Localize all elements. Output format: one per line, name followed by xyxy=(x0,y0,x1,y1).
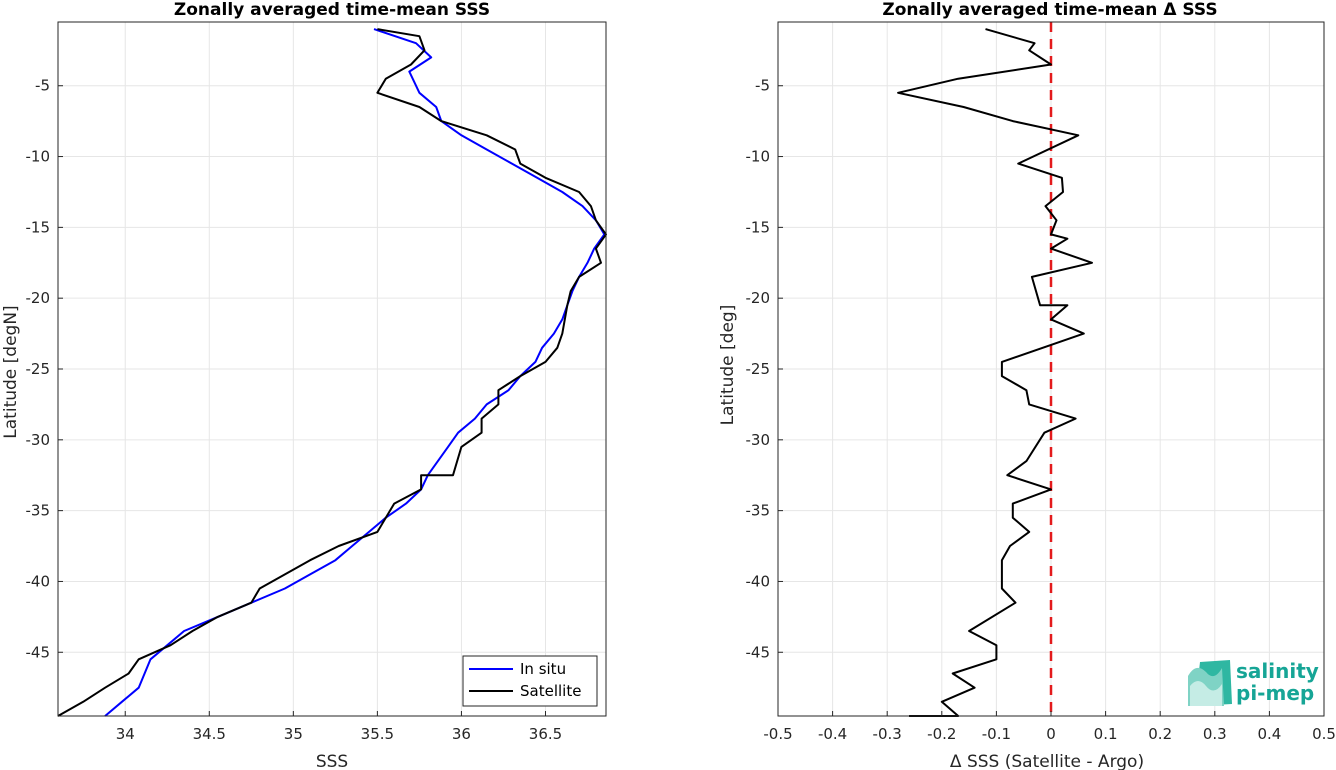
right-panel: -0.5 -0.4 -0.3 -0.2 -0.1 0 0.1 0.2 0.3 0.4 0.5 -5-… xyxy=(718,0,1336,770)
left-x-tick-label: 35.5 xyxy=(361,725,394,743)
right-y-tick-label: -10 xyxy=(746,148,771,166)
left-x-tick-label: 36.5 xyxy=(529,725,562,743)
left-y-tick-label: -30 xyxy=(26,431,51,449)
right-series-delta-sss-line xyxy=(897,28,1093,717)
left-y-tick-label: -40 xyxy=(26,572,51,590)
right-y-tick-label: -40 xyxy=(746,572,771,590)
right-y-ticks: -5 -10 -15 -20 -25 -30 -35 -40 -45 xyxy=(746,77,783,661)
left-x-tick-label: 34 xyxy=(116,725,135,743)
left-y-tick-label: -15 xyxy=(26,218,51,236)
right-chart-title: Zonally averaged time-mean Δ SSS xyxy=(882,0,1217,20)
right-y-tick-label: -5 xyxy=(755,77,770,95)
right-y-tick-label: -30 xyxy=(746,431,771,449)
left-y-tick-label: -25 xyxy=(26,360,51,378)
logo-text-salinity: salinity xyxy=(1236,659,1319,683)
left-x-tick-label: 36 xyxy=(452,725,471,743)
right-x-tick-label: 0.2 xyxy=(1148,725,1172,743)
right-x-tick-label: 0.5 xyxy=(1312,725,1336,743)
left-series xyxy=(57,28,607,717)
right-x-tick-label: 0.1 xyxy=(1094,725,1118,743)
legend-label-in-situ: In situ xyxy=(520,660,566,678)
right-x-tick-label: -0.4 xyxy=(818,725,847,743)
legend-box xyxy=(462,655,598,707)
right-y-axis-label: Latitude [deg] xyxy=(718,305,738,426)
right-x-tick-label: -0.2 xyxy=(927,725,956,743)
left-y-tick-label: -20 xyxy=(26,289,51,307)
logo-text-pi-mep: pi-mep xyxy=(1236,681,1314,705)
right-x-ticks: -0.5 -0.4 -0.3 -0.2 -0.1 0 0.1 0.2 0.3 0.4 0.5 xyxy=(763,711,1336,743)
left-x-tick-label: 34.5 xyxy=(193,725,226,743)
right-x-tick-label: -0.3 xyxy=(873,725,902,743)
left-series-satellite-line xyxy=(57,28,607,717)
left-y-axis-label: Latitude [degN] xyxy=(1,305,21,438)
right-x-tick-label: -0.1 xyxy=(982,725,1011,743)
right-x-tick-label: -0.5 xyxy=(763,725,792,743)
left-x-ticks: 34 34.5 35 35.5 36 36.5 xyxy=(116,711,562,743)
right-x-tick-label: 0.3 xyxy=(1203,725,1227,743)
left-chart-title: Zonally averaged time-mean SSS xyxy=(174,0,490,20)
right-series xyxy=(897,28,1093,717)
left-x-tick-label: 35 xyxy=(284,725,303,743)
left-grid xyxy=(58,22,606,716)
left-y-tick-label: -10 xyxy=(26,148,51,166)
right-y-tick-label: -20 xyxy=(746,289,771,307)
right-y-tick-label: -15 xyxy=(746,218,771,236)
left-y-ticks: -5 -10 -15 -20 -25 -30 -35 -40 -45 xyxy=(26,77,63,661)
left-y-tick-label: -5 xyxy=(35,77,50,95)
left-panel: 34 34.5 35 35.5 36 36.5 -5-10-15-20-25-30-35-… xyxy=(1,0,607,770)
salinity-pi-mep-logo: salinity pi-mep xyxy=(1188,659,1319,706)
right-x-tick-label: 0 xyxy=(1046,725,1056,743)
right-x-axis-label: Δ SSS (Satellite - Argo) xyxy=(950,752,1144,770)
left-y-tick-label: -35 xyxy=(26,502,51,520)
logo-wave-icon xyxy=(1188,660,1232,706)
left-y-tick-label: -45 xyxy=(26,643,51,661)
right-x-tick-label: 0.4 xyxy=(1257,725,1281,743)
right-y-tick-label: -45 xyxy=(746,643,771,661)
right-y-tick-label: -25 xyxy=(746,360,771,378)
left-x-axis-label: SSS xyxy=(316,752,348,770)
right-y-tick-label: -35 xyxy=(746,502,771,520)
legend-label-satellite: Satellite xyxy=(520,682,581,700)
legend: In situ Satellite xyxy=(462,655,598,707)
left-series-in-situ-line xyxy=(104,28,606,717)
